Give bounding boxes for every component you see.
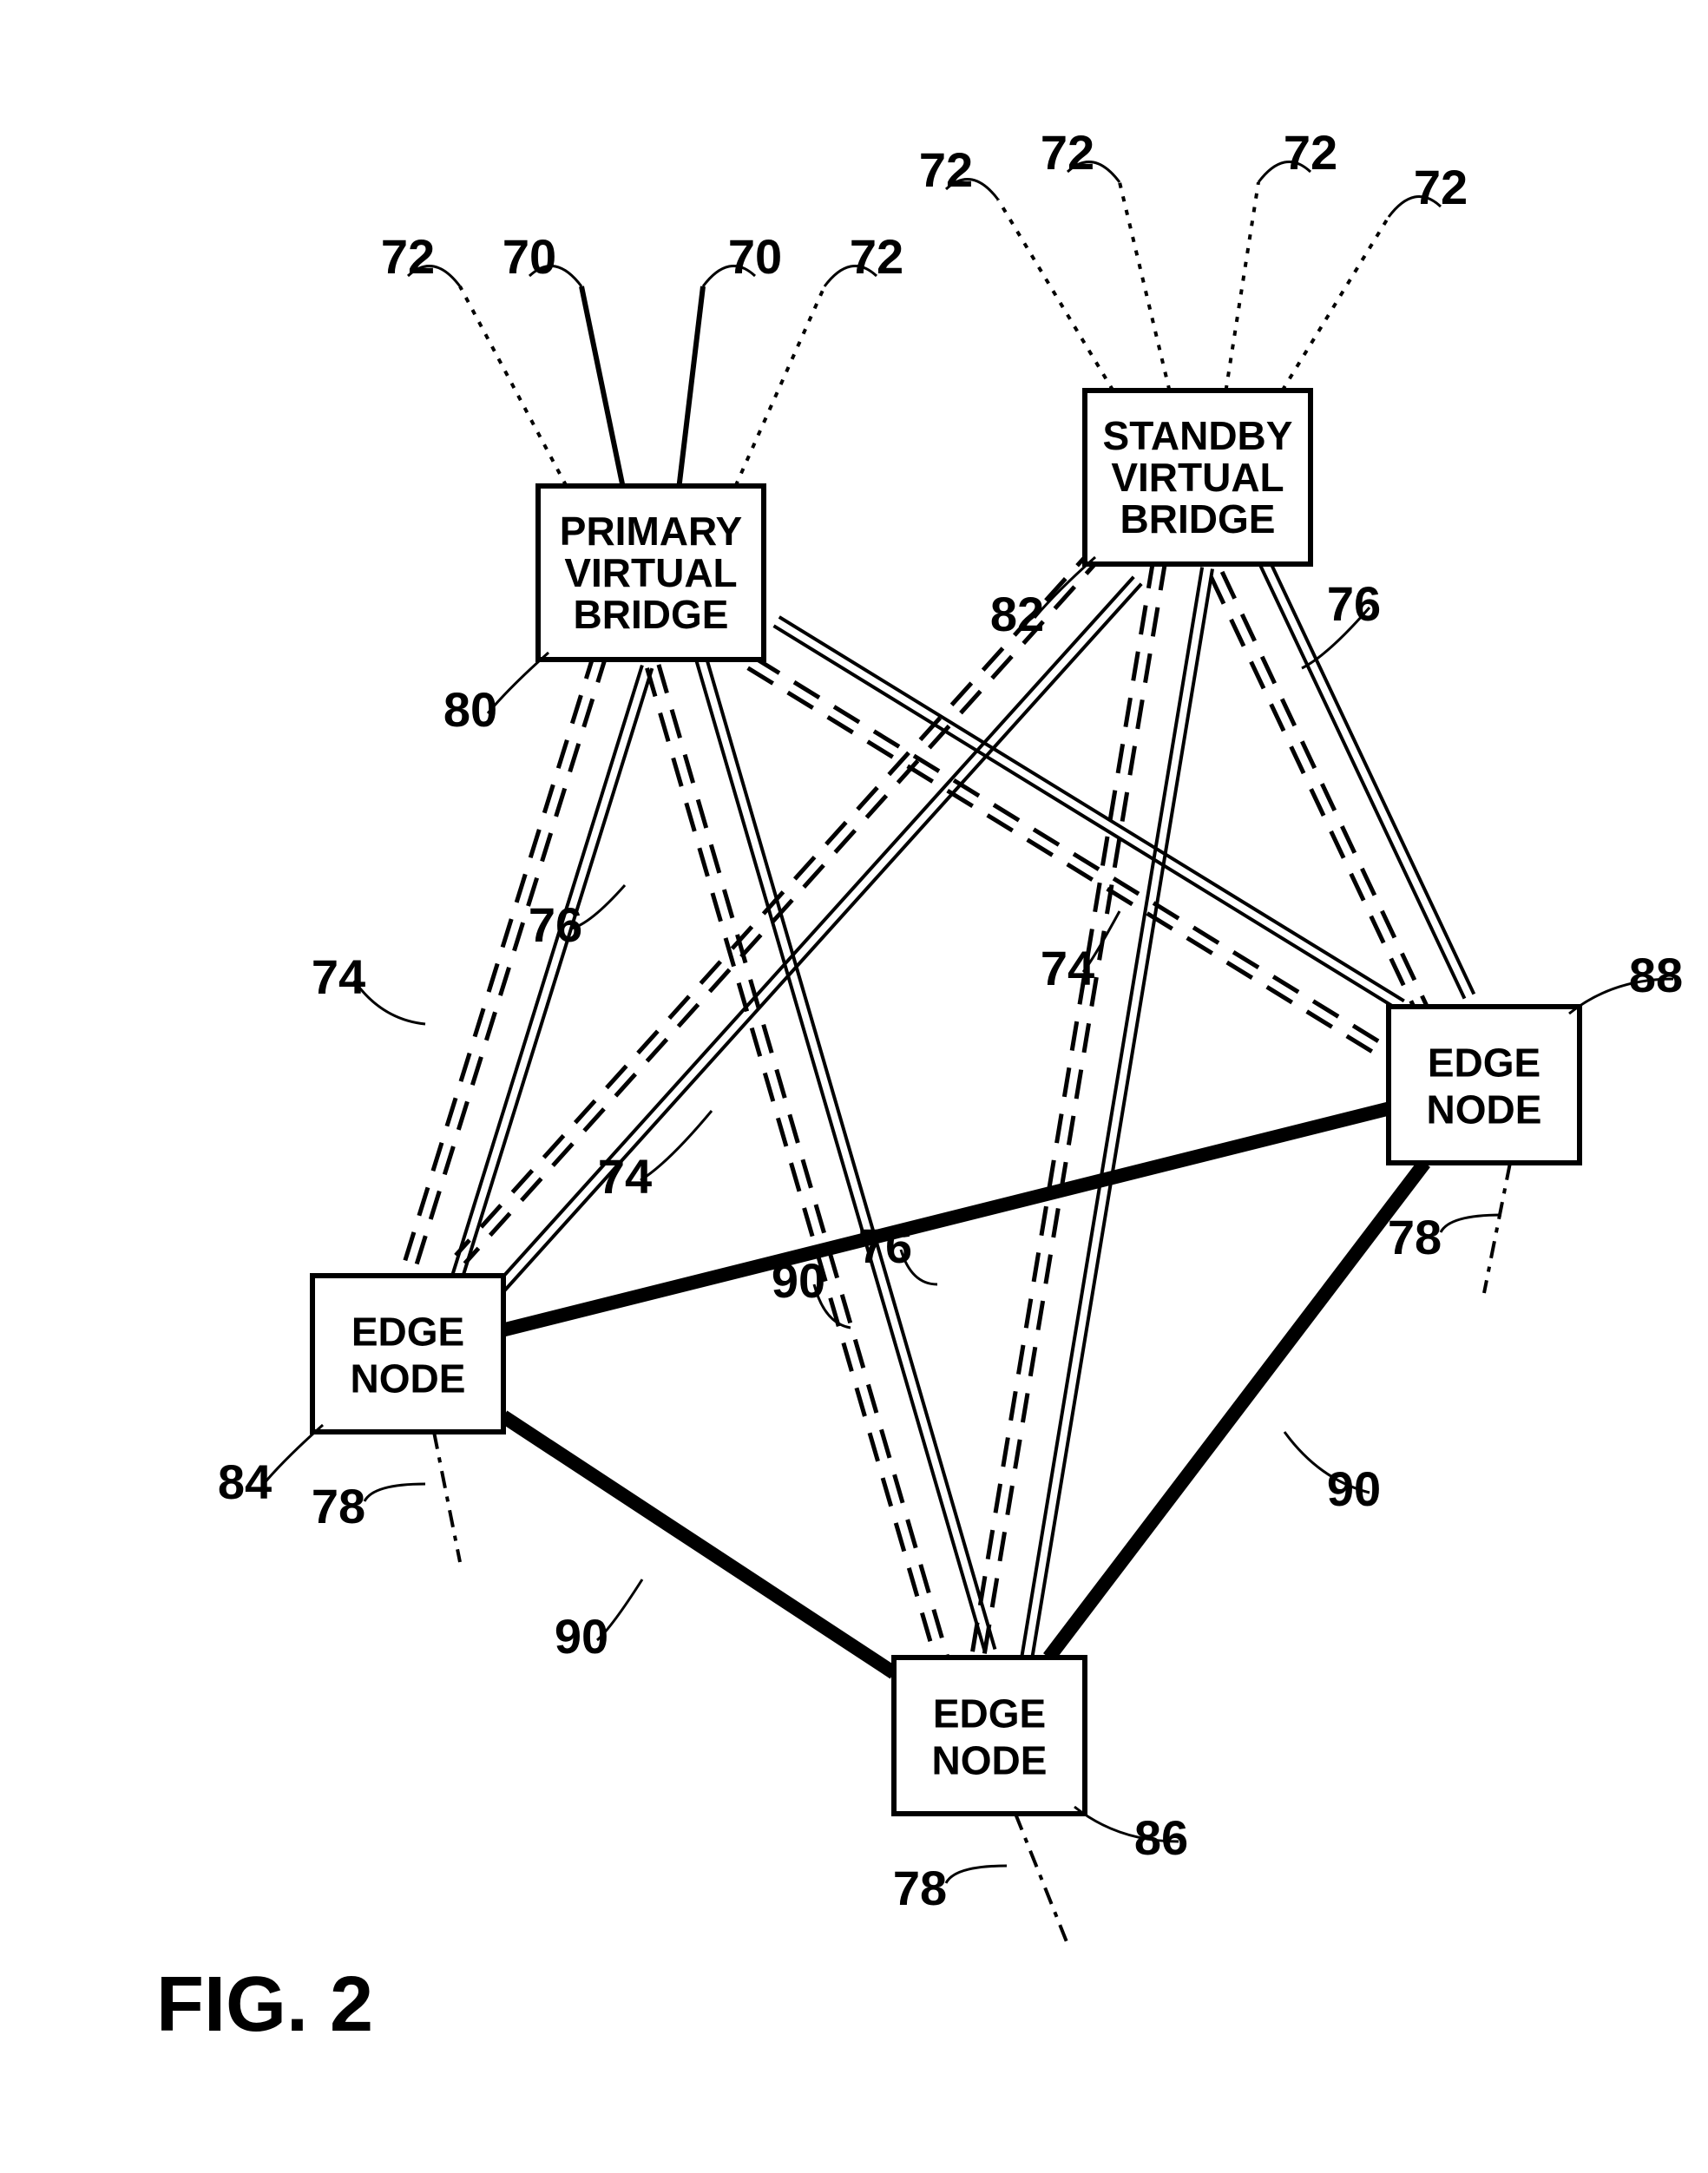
ref-number: 90 xyxy=(1327,1461,1381,1516)
external-link xyxy=(581,286,623,486)
heavy-link xyxy=(503,1109,1389,1330)
node-label: STANDBY xyxy=(1103,413,1293,458)
external-link xyxy=(1120,182,1170,391)
node-label: PRIMARY xyxy=(560,509,742,554)
ref-number: 72 xyxy=(919,142,973,197)
double-link xyxy=(492,577,1133,1289)
ref-number: 80 xyxy=(443,682,497,737)
ref-number: 84 xyxy=(218,1454,272,1509)
ref-number: 72 xyxy=(850,229,903,284)
ref-number: 70 xyxy=(503,229,556,284)
node-label: NODE xyxy=(351,1356,466,1402)
ref-number: 72 xyxy=(1414,160,1468,214)
external-link xyxy=(1015,1814,1068,1944)
external-link xyxy=(736,286,825,486)
ref-number: 74 xyxy=(598,1149,652,1204)
links-layer xyxy=(404,544,1475,1673)
node-label: EDGE xyxy=(351,1310,464,1355)
ref-number: 76 xyxy=(529,897,582,952)
node-label: EDGE xyxy=(1428,1041,1540,1086)
dashed-link xyxy=(972,559,1153,1652)
node-label: BRIDGE xyxy=(574,592,729,637)
ref-number: 88 xyxy=(1629,948,1683,1002)
ref-number: 72 xyxy=(1284,125,1337,180)
dashed-link xyxy=(1222,572,1430,1014)
ref-number: 78 xyxy=(1388,1210,1442,1264)
external-link xyxy=(1283,217,1389,391)
external-link xyxy=(1484,1163,1510,1293)
dashed-link xyxy=(415,654,607,1270)
dashed-link xyxy=(984,561,1166,1655)
node-label: NODE xyxy=(1427,1087,1542,1132)
external-link xyxy=(680,286,704,486)
external-link xyxy=(998,200,1113,391)
node-label: VIRTUAL xyxy=(1111,455,1284,500)
ref-number: 90 xyxy=(772,1253,825,1308)
dashed-link xyxy=(647,668,937,1666)
ref-number: 76 xyxy=(1327,576,1381,631)
ref-number: 70 xyxy=(728,229,782,284)
figure-label: FIG. 2 xyxy=(156,1961,373,2048)
dashed-link xyxy=(1211,577,1419,1020)
ref-number: 74 xyxy=(1041,941,1094,995)
ref-number: 78 xyxy=(312,1479,365,1533)
external-link xyxy=(460,286,567,486)
node-edge_mid: EDGENODE xyxy=(894,1658,1085,1814)
node-label: NODE xyxy=(932,1738,1048,1783)
node-edge_right: EDGENODE xyxy=(1389,1007,1580,1163)
node-standby: STANDBYVIRTUALBRIDGE xyxy=(1085,391,1311,564)
lead-line xyxy=(1441,1215,1501,1232)
node-primary: PRIMARYVIRTUALBRIDGE xyxy=(538,486,764,660)
network-diagram: PRIMARYVIRTUALBRIDGESTANDBYVIRTUALBRIDGE… xyxy=(0,0,1708,2173)
external-link xyxy=(1226,182,1259,391)
ref-number: 78 xyxy=(893,1861,947,1915)
ref-number: 76 xyxy=(858,1218,912,1273)
node-label: EDGE xyxy=(933,1691,1046,1736)
double-link xyxy=(1031,569,1212,1663)
link-refs-layer: 74 74 74 76 76 76 90 90 90 xyxy=(312,576,1381,1664)
node-edge_left: EDGENODE xyxy=(312,1276,503,1432)
lead-line xyxy=(365,1484,425,1501)
heavy-link xyxy=(1048,1163,1424,1658)
ref-number: 86 xyxy=(1134,1810,1188,1865)
double-link xyxy=(705,651,995,1649)
lead-line xyxy=(946,1866,1007,1883)
dashed-link xyxy=(659,665,949,1663)
nodes-layer: PRIMARYVIRTUALBRIDGESTANDBYVIRTUALBRIDGE… xyxy=(312,391,1580,1814)
ref-number: 72 xyxy=(381,229,435,284)
dashed-link xyxy=(404,651,595,1267)
node-label: VIRTUAL xyxy=(564,550,737,595)
external-link xyxy=(434,1432,460,1562)
node-label: BRIDGE xyxy=(1120,496,1276,542)
ref-number: 90 xyxy=(555,1609,608,1664)
ref-number: 72 xyxy=(1041,125,1094,180)
ref-number: 74 xyxy=(312,949,365,1004)
ref-number: 82 xyxy=(990,587,1044,641)
